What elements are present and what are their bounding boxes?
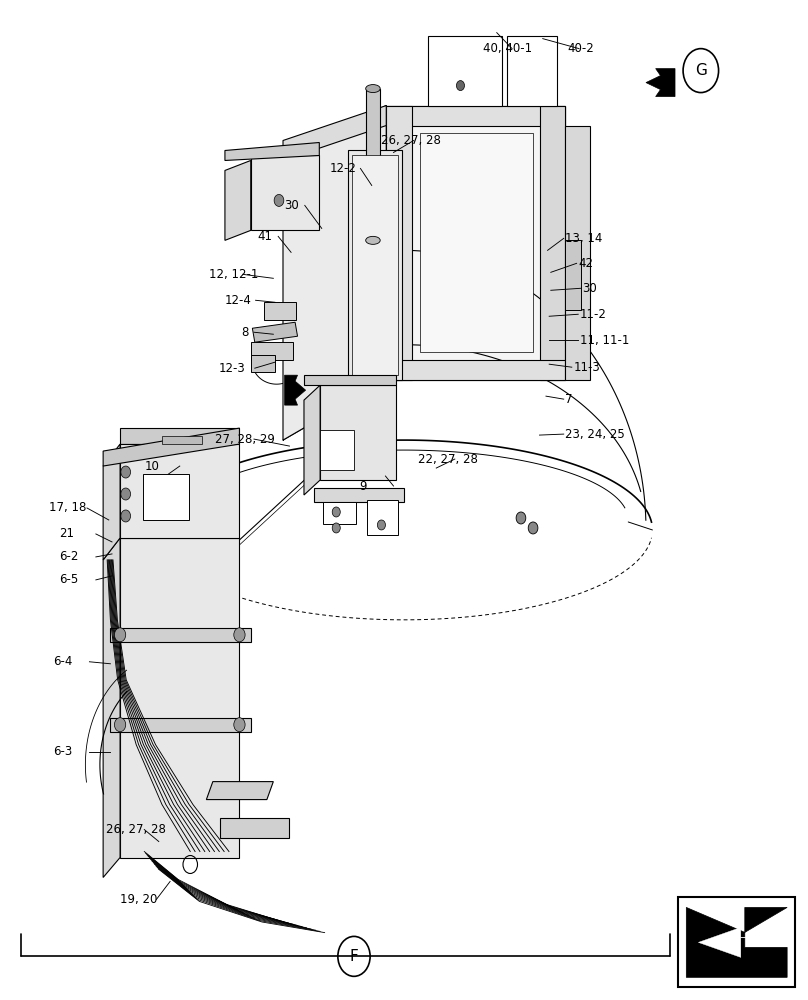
- Text: F: F: [350, 949, 359, 964]
- Ellipse shape: [366, 236, 381, 244]
- Text: 42: 42: [579, 257, 593, 270]
- Polygon shape: [698, 927, 783, 957]
- Text: 41: 41: [257, 230, 272, 243]
- Text: 6-5: 6-5: [60, 573, 79, 586]
- Polygon shape: [428, 36, 503, 106]
- Polygon shape: [250, 355, 275, 372]
- Text: 22, 27, 28: 22, 27, 28: [418, 453, 478, 466]
- Polygon shape: [120, 538, 239, 858]
- Polygon shape: [120, 428, 239, 444]
- Polygon shape: [103, 444, 120, 560]
- Polygon shape: [283, 106, 386, 160]
- Polygon shape: [351, 155, 398, 375]
- Circle shape: [332, 507, 340, 517]
- Text: 23, 24, 25: 23, 24, 25: [566, 428, 625, 441]
- Polygon shape: [284, 375, 305, 405]
- Text: 11-2: 11-2: [580, 308, 607, 321]
- Polygon shape: [386, 106, 566, 380]
- Polygon shape: [263, 302, 296, 320]
- Polygon shape: [367, 500, 398, 535]
- Polygon shape: [225, 142, 319, 160]
- Polygon shape: [682, 902, 791, 982]
- Text: 8: 8: [241, 326, 248, 339]
- Polygon shape: [646, 69, 675, 97]
- Polygon shape: [314, 488, 404, 502]
- Polygon shape: [420, 133, 533, 352]
- Polygon shape: [120, 444, 239, 538]
- Polygon shape: [320, 385, 396, 480]
- Text: 12-2: 12-2: [330, 162, 356, 175]
- Polygon shape: [686, 907, 787, 977]
- Polygon shape: [366, 89, 380, 240]
- Polygon shape: [162, 436, 202, 444]
- Polygon shape: [507, 36, 558, 106]
- Circle shape: [377, 520, 385, 530]
- Polygon shape: [386, 360, 566, 380]
- Text: 27, 28, 29: 27, 28, 29: [215, 433, 276, 446]
- Text: 12-3: 12-3: [218, 362, 246, 375]
- Text: 13, 14: 13, 14: [566, 232, 603, 245]
- Polygon shape: [320, 430, 354, 470]
- Polygon shape: [304, 375, 396, 385]
- Text: 7: 7: [566, 393, 573, 406]
- Circle shape: [121, 466, 131, 478]
- Ellipse shape: [366, 85, 381, 93]
- Text: 40-2: 40-2: [568, 42, 595, 55]
- Text: 30: 30: [284, 199, 300, 212]
- Bar: [678, 897, 795, 987]
- Text: 26, 27, 28: 26, 27, 28: [381, 134, 441, 147]
- Polygon shape: [566, 240, 582, 310]
- Polygon shape: [304, 385, 320, 495]
- Circle shape: [121, 510, 131, 522]
- Circle shape: [274, 194, 284, 206]
- Text: 12-4: 12-4: [225, 294, 252, 307]
- Text: 40, 40-1: 40, 40-1: [483, 42, 532, 55]
- Circle shape: [528, 522, 538, 534]
- Text: 11, 11-1: 11, 11-1: [580, 334, 629, 347]
- Polygon shape: [144, 474, 189, 520]
- Text: 17, 18: 17, 18: [49, 501, 86, 514]
- Polygon shape: [252, 322, 297, 342]
- Circle shape: [115, 718, 126, 732]
- Polygon shape: [103, 538, 120, 877]
- Polygon shape: [540, 106, 566, 380]
- Polygon shape: [103, 428, 239, 466]
- Polygon shape: [250, 155, 319, 230]
- Polygon shape: [283, 106, 386, 440]
- Text: 11-3: 11-3: [574, 361, 600, 374]
- Text: G: G: [695, 63, 707, 78]
- Text: 6-3: 6-3: [53, 745, 73, 758]
- Circle shape: [332, 523, 340, 533]
- Polygon shape: [110, 718, 250, 732]
- Text: 10: 10: [145, 460, 159, 473]
- Text: 26, 27, 28: 26, 27, 28: [106, 823, 166, 836]
- Text: 9: 9: [360, 480, 367, 493]
- Text: 21: 21: [60, 527, 74, 540]
- Text: 6-2: 6-2: [60, 550, 79, 563]
- Circle shape: [121, 488, 131, 500]
- Text: 6-4: 6-4: [53, 655, 73, 668]
- Circle shape: [457, 81, 465, 91]
- Circle shape: [516, 512, 526, 524]
- Polygon shape: [110, 628, 250, 642]
- Polygon shape: [347, 150, 402, 380]
- Text: 12, 12-1: 12, 12-1: [208, 268, 259, 281]
- Polygon shape: [220, 818, 289, 838]
- Polygon shape: [386, 106, 566, 126]
- Polygon shape: [323, 502, 356, 524]
- Circle shape: [234, 718, 245, 732]
- Polygon shape: [386, 106, 412, 380]
- Polygon shape: [225, 160, 250, 240]
- Text: 30: 30: [583, 282, 597, 295]
- Text: 19, 20: 19, 20: [120, 893, 158, 906]
- Polygon shape: [206, 782, 273, 800]
- Polygon shape: [250, 342, 292, 360]
- Circle shape: [115, 628, 126, 642]
- Circle shape: [234, 628, 245, 642]
- Polygon shape: [566, 126, 590, 380]
